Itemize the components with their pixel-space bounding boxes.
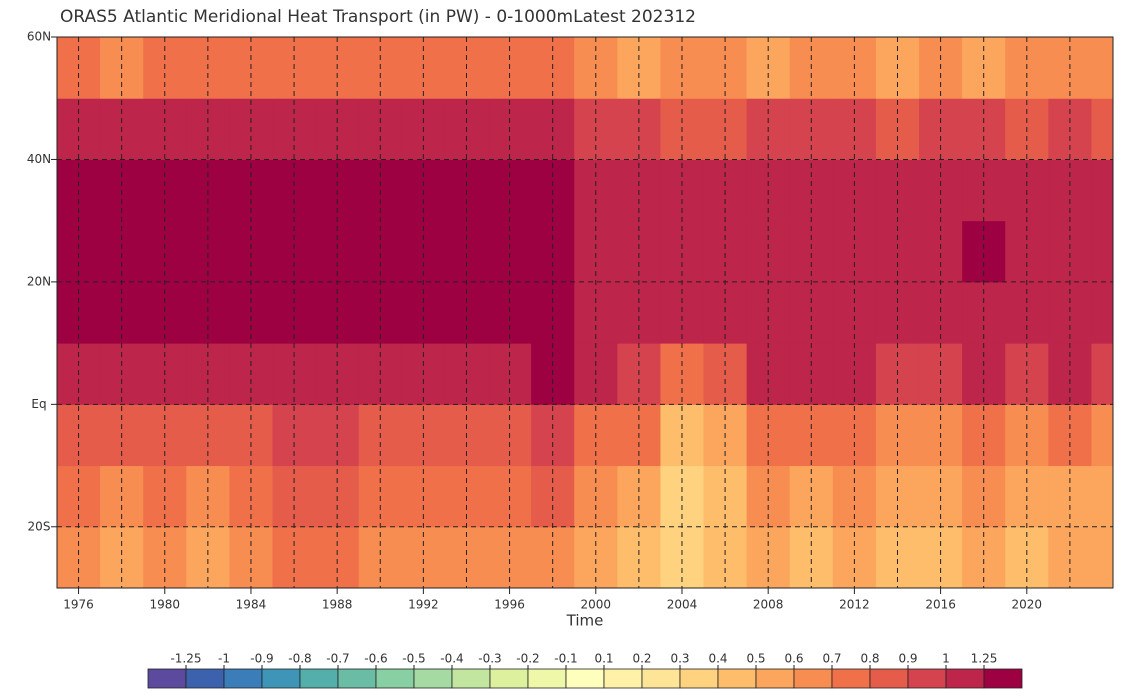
x-axis-label: Time [566, 612, 604, 630]
colorbar-label: -0.8 [288, 652, 311, 666]
colorbar-label: 0.5 [746, 652, 765, 666]
y-tick-label: 60N [27, 30, 51, 44]
y-tick-label: Eq [31, 397, 46, 411]
colorbar-swatch [717, 668, 757, 689]
x-tick-label: 2012 [839, 598, 870, 612]
colorbar-swatch [831, 668, 871, 689]
x-tick-label: 2000 [581, 598, 612, 612]
x-tick-label: 1988 [322, 598, 353, 612]
x-tick-label: 1996 [494, 598, 525, 612]
colorbar-label: 1 [942, 652, 950, 666]
colorbar-label: -0.3 [478, 652, 501, 666]
colorbar-swatch [603, 668, 643, 689]
colorbar-swatch [375, 668, 415, 689]
colorbar-swatch [489, 668, 529, 689]
x-tick-label: 2016 [925, 598, 956, 612]
colorbar-swatch [413, 668, 453, 689]
colorbar-label: 0.9 [898, 652, 917, 666]
colorbar-swatch [451, 668, 491, 689]
colorbar-swatch [337, 668, 377, 689]
colorbar-swatch [565, 668, 605, 689]
x-tick-label: 1992 [408, 598, 439, 612]
colorbar-label: -0.4 [440, 652, 463, 666]
colorbar-swatch [755, 668, 795, 689]
y-tick-label: 20S [28, 519, 51, 533]
field-cell [1091, 98, 1113, 160]
colorbar-label: 0.7 [822, 652, 841, 666]
colorbar-label: -1 [218, 652, 230, 666]
colorbar-swatch [261, 668, 301, 689]
field-cell [1091, 465, 1113, 528]
colorbar-label: 0.6 [784, 652, 803, 666]
y-tick-label: 20N [27, 274, 51, 288]
colorbar-label: -0.1 [554, 652, 577, 666]
x-tick-label: 1984 [236, 598, 267, 612]
colorbar-swatch [299, 668, 339, 689]
x-tick-label: 2008 [753, 598, 784, 612]
colorbar-label: -0.6 [364, 652, 387, 666]
colorbar-label: -0.7 [326, 652, 349, 666]
plot-frame [56, 36, 1114, 589]
field-cell [1091, 281, 1113, 344]
colorbar-label: -0.9 [250, 652, 273, 666]
colorbar-swatch [641, 668, 681, 689]
colorbar-swatch [527, 668, 567, 689]
colorbar-swatch [869, 668, 909, 689]
field-cell [1091, 220, 1113, 283]
colorbar-swatch [185, 668, 225, 689]
colorbar-label: -0.2 [516, 652, 539, 666]
chart-title: ORAS5 Atlantic Meridional Heat Transport… [60, 7, 696, 27]
colorbar-swatch [793, 668, 833, 689]
x-tick-label: 2020 [1012, 598, 1043, 612]
field-cell [1091, 404, 1113, 467]
x-tick-label: 2004 [667, 598, 698, 612]
field-cell [1091, 37, 1113, 99]
colorbar-label: 0.3 [670, 652, 689, 666]
colorbar-swatch [945, 668, 985, 689]
field-cell [1091, 159, 1113, 222]
colorbar-swatch [147, 668, 187, 689]
x-tick-label: 1976 [63, 598, 94, 612]
y-tick-label: 40N [27, 152, 51, 166]
field-cell [1091, 526, 1113, 588]
colorbar-swatch [983, 668, 1023, 689]
colorbar-swatch [907, 668, 947, 689]
colorbar-swatch [223, 668, 263, 689]
x-tick-label: 1980 [149, 598, 180, 612]
field-cell [1091, 343, 1113, 405]
colorbar-label: 1.25 [971, 652, 998, 666]
colorbar-label: -0.5 [402, 652, 425, 666]
colorbar-swatch [679, 668, 719, 689]
colorbar-label: 0.2 [632, 652, 651, 666]
colorbar-label: 0.1 [594, 652, 613, 666]
colorbar-label: -1.25 [170, 652, 201, 666]
field [57, 37, 1113, 588]
colorbar-label: 0.4 [708, 652, 727, 666]
colorbar-label: 0.8 [860, 652, 879, 666]
